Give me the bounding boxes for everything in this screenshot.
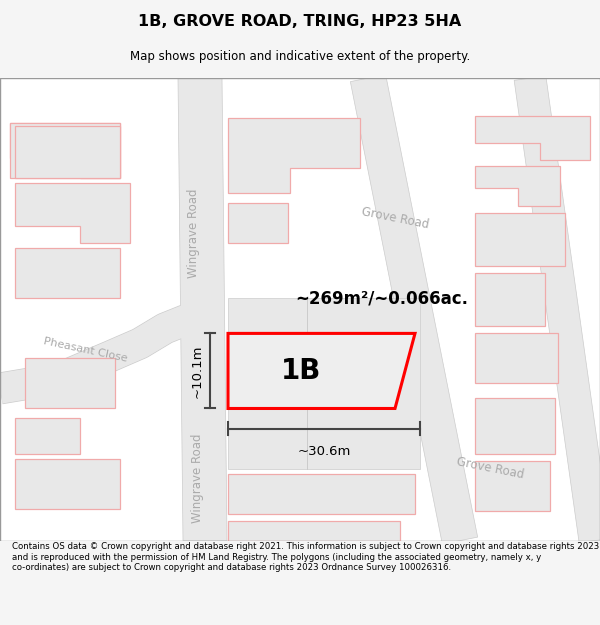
Text: Map shows position and indicative extent of the property.: Map shows position and indicative extent… [130,50,470,62]
Polygon shape [228,118,360,193]
Polygon shape [10,123,120,178]
Polygon shape [15,248,120,298]
Polygon shape [475,273,545,326]
Polygon shape [228,298,420,469]
Polygon shape [475,399,555,454]
Text: Wingrave Road: Wingrave Road [187,189,199,278]
Text: 1B: 1B [281,357,322,385]
Polygon shape [475,461,550,511]
Polygon shape [228,203,288,243]
Polygon shape [350,74,478,544]
Polygon shape [475,333,558,384]
Polygon shape [228,474,415,514]
Text: 1B, GROVE ROAD, TRING, HP23 5HA: 1B, GROVE ROAD, TRING, HP23 5HA [139,14,461,29]
Text: ~269m²/~0.066ac.: ~269m²/~0.066ac. [295,289,468,308]
Text: ~30.6m: ~30.6m [298,444,350,458]
Text: Grove Road: Grove Road [360,205,430,231]
Polygon shape [15,419,80,454]
Polygon shape [178,78,227,541]
Polygon shape [15,183,130,243]
Polygon shape [15,126,120,178]
Polygon shape [10,123,120,178]
Text: ~10.1m: ~10.1m [191,344,204,398]
Text: Wingrave Road: Wingrave Road [191,434,205,523]
Text: Pheasant Close: Pheasant Close [42,337,128,364]
Polygon shape [15,459,120,509]
Polygon shape [514,76,600,543]
Polygon shape [475,116,590,160]
Polygon shape [475,213,565,266]
Polygon shape [228,333,415,409]
Polygon shape [228,521,400,541]
Text: Contains OS data © Crown copyright and database right 2021. This information is : Contains OS data © Crown copyright and d… [12,542,599,572]
Polygon shape [475,166,560,206]
Text: Grove Road: Grove Road [455,456,525,482]
Polygon shape [25,358,115,409]
